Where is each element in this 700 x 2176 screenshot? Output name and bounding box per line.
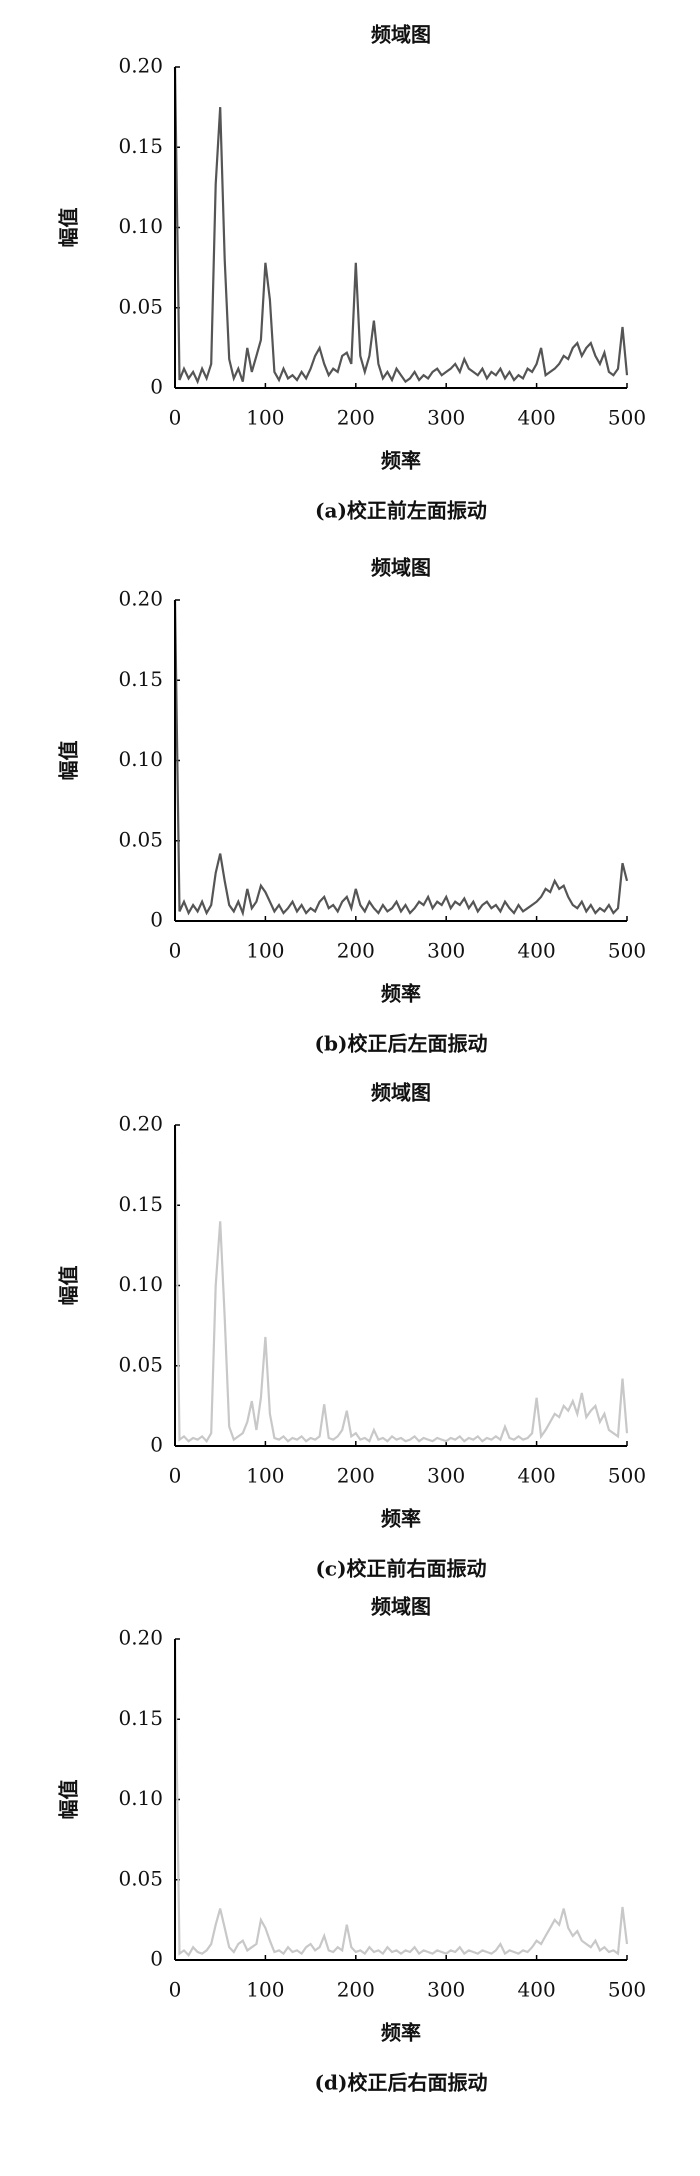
x-tick-label: 500 <box>608 1464 646 1488</box>
x-tick-label: 0 <box>169 939 182 963</box>
y-tick-label: 0.15 <box>118 134 163 158</box>
x-tick-label: 0 <box>169 406 182 430</box>
x-tick-label: 0 <box>169 1464 182 1488</box>
y-tick-label: 0.10 <box>118 1786 163 1810</box>
y-axis-label: 幅值 <box>57 208 81 248</box>
y-axis-label: 幅值 <box>57 1266 81 1306</box>
y-tick-label: 0.20 <box>118 54 163 78</box>
spectrum-line <box>173 599 629 917</box>
y-tick-label: 0 <box>150 908 163 932</box>
x-tick-label: 400 <box>518 1464 556 1488</box>
x-tick-label: 300 <box>427 1978 465 2002</box>
x-tick-label: 200 <box>337 939 375 963</box>
spectrum-line <box>173 1124 629 1444</box>
x-tick-label: 0 <box>169 1978 182 2002</box>
x-tick-label: 500 <box>608 939 646 963</box>
x-tick-label: 100 <box>246 1464 284 1488</box>
x-tick-label: 500 <box>608 1978 646 2002</box>
x-tick-label: 200 <box>337 1978 375 2002</box>
x-tick-label: 400 <box>518 406 556 430</box>
y-tick-label: 0.15 <box>118 1192 163 1216</box>
x-axis-label: 频率 <box>381 2021 421 2045</box>
y-tick-label: 0.10 <box>118 1272 163 1296</box>
y-tick-label: 0.05 <box>118 827 163 851</box>
x-tick-label: 200 <box>337 406 375 430</box>
x-tick-label: 500 <box>608 406 646 430</box>
y-tick-label: 0 <box>150 1433 163 1457</box>
caption: (a)校正前左面振动 <box>315 499 487 523</box>
y-tick-label: 0 <box>150 375 163 399</box>
spectrum-line <box>173 66 629 385</box>
y-axis-label: 幅值 <box>57 741 81 781</box>
y-tick-label: 0.10 <box>118 214 163 238</box>
y-tick-label: 0.15 <box>118 667 163 691</box>
x-tick-label: 300 <box>427 1464 465 1488</box>
caption: (d)校正后右面振动 <box>315 2071 488 2095</box>
caption: (c)校正前右面振动 <box>315 1557 486 1581</box>
chart-title: 频域图 <box>371 1081 431 1105</box>
x-tick-label: 400 <box>518 939 556 963</box>
caption: (b)校正后左面振动 <box>315 1032 488 1056</box>
y-tick-label: 0 <box>150 1947 163 1971</box>
x-axis-label: 频率 <box>381 449 421 473</box>
x-tick-label: 200 <box>337 1464 375 1488</box>
y-tick-label: 0.05 <box>118 1866 163 1890</box>
y-tick-label: 0.20 <box>118 1626 163 1650</box>
y-tick-label: 0.10 <box>118 747 163 771</box>
x-tick-label: 100 <box>246 406 284 430</box>
chart-title: 频域图 <box>371 556 431 580</box>
x-tick-label: 400 <box>518 1978 556 2002</box>
x-tick-label: 100 <box>246 939 284 963</box>
spectrum-line <box>173 1638 629 1958</box>
y-tick-label: 0.20 <box>118 1112 163 1136</box>
x-tick-label: 300 <box>427 939 465 963</box>
y-tick-label: 0.20 <box>118 587 163 611</box>
y-tick-label: 0.05 <box>118 294 163 318</box>
chart-title: 频域图 <box>371 23 431 47</box>
x-axis-label: 频率 <box>381 1507 421 1531</box>
y-tick-label: 0.15 <box>118 1706 163 1730</box>
chart-title: 频域图 <box>371 1595 431 1619</box>
y-axis-label: 幅值 <box>57 1780 81 1820</box>
y-tick-label: 0.05 <box>118 1352 163 1376</box>
x-tick-label: 300 <box>427 406 465 430</box>
x-tick-label: 100 <box>246 1978 284 2002</box>
x-axis-label: 频率 <box>381 982 421 1006</box>
